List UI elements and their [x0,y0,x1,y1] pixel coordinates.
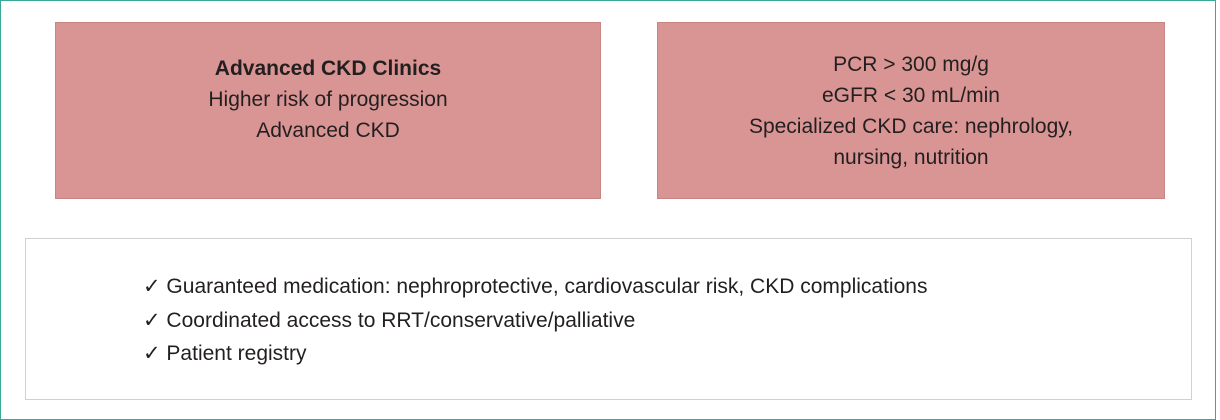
check-item: ✓ Patient registry [143,342,307,365]
check-item: ✓ Coordinated access to RRT/conservative… [143,308,636,332]
box-title: Advanced CKD Clinics [214,57,442,80]
criteria-box: PCR > 300 mg/g eGFR < 30 mL/min Speciali… [657,22,1165,199]
checklist: ✓ Guaranteed medication: nephroprotectiv… [25,238,1192,400]
box-line: Advanced CKD [256,119,400,142]
box-line: Specialized CKD care: nephrology, [748,114,1074,138]
check-item: ✓ Guaranteed medication: nephroprotectiv… [143,275,928,298]
box-line: Higher risk of progression [208,88,448,111]
box-line: nursing, nutrition [833,145,989,169]
clinic-box: Advanced CKD Clinics Higher risk of prog… [55,22,601,199]
box-line: PCR > 300 mg/g [833,52,989,76]
box-line: eGFR < 30 mL/min [822,83,1000,107]
